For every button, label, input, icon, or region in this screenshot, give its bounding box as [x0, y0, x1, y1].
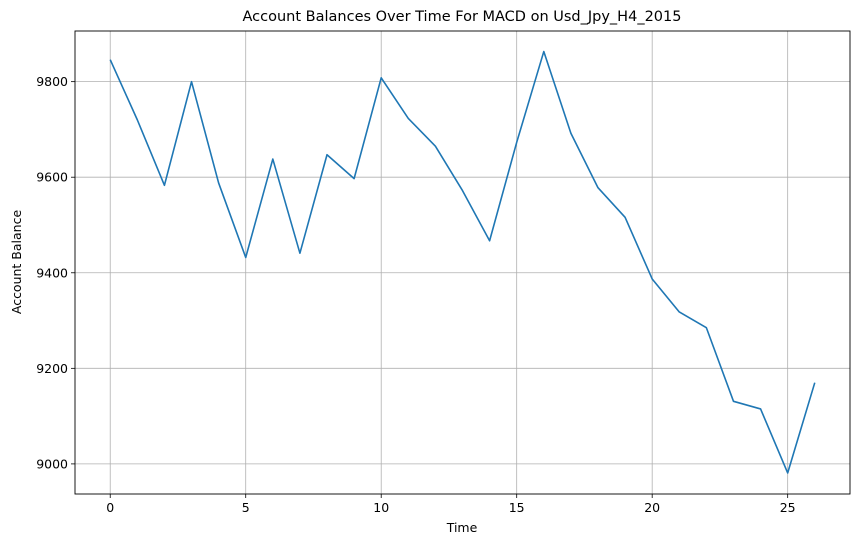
- y-tick-label: 9000: [36, 456, 68, 471]
- chart-title: Account Balances Over Time For MACD on U…: [243, 9, 682, 25]
- x-tick-label: 25: [780, 500, 796, 515]
- x-tick-label: 0: [106, 500, 114, 515]
- y-axis-label: Account Balance: [9, 210, 24, 315]
- series-layer: [109, 50, 816, 474]
- axis-ticks: 0 5 10 15 20 25 9000 9200 9400 9600 9800: [36, 74, 795, 515]
- x-tick-label: 10: [373, 500, 389, 515]
- x-tick-label: 15: [509, 500, 525, 515]
- plot-frame: [74, 30, 851, 495]
- y-tick-label: 9400: [36, 265, 68, 280]
- y-tick-label: 9600: [36, 170, 68, 185]
- x-tick-label: 5: [242, 500, 250, 515]
- y-tick-label: 9800: [36, 74, 68, 89]
- x-axis-label: Time: [446, 520, 478, 535]
- x-tick-label: 20: [644, 500, 660, 515]
- y-tick-label: 9200: [36, 361, 68, 376]
- series-line: [109, 50, 816, 474]
- grid: [75, 31, 850, 494]
